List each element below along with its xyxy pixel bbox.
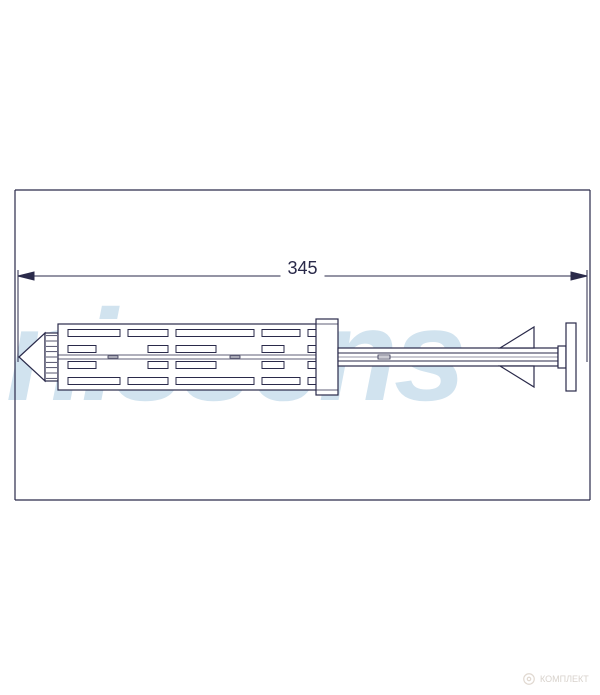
corner-brand-mark: КОМПЛЕКТ bbox=[522, 672, 589, 686]
technical-drawing: 345 bbox=[0, 0, 600, 695]
svg-text:345: 345 bbox=[287, 258, 317, 278]
gear-icon bbox=[522, 672, 536, 686]
drawing-layer: 345 bbox=[15, 190, 590, 500]
corner-brand-text: КОМПЛЕКТ bbox=[540, 674, 589, 684]
